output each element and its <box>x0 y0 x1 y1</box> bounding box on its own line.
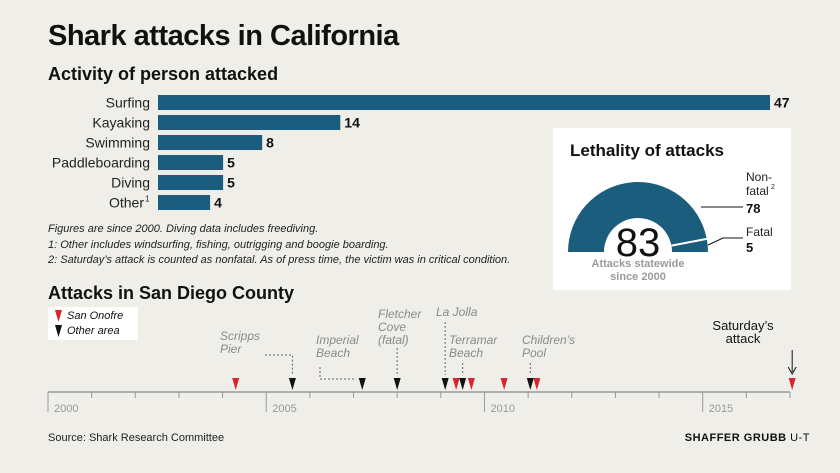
page-title: Shark attacks in California <box>48 20 399 52</box>
timeline-annotation: (fatal) <box>378 333 409 347</box>
timeline-annotation: Scripps <box>220 329 260 343</box>
attack-marker <box>441 378 449 390</box>
timeline-tick-label: 2010 <box>490 403 514 415</box>
timeline-tick-label: 2015 <box>709 403 733 415</box>
timeline-annotation: attack <box>726 331 761 346</box>
gauge-leader-line <box>707 237 743 246</box>
annotation-leader <box>265 354 293 375</box>
bar-value-label: 5 <box>227 175 235 191</box>
timeline-title: Attacks in San Diego County <box>48 283 295 303</box>
credit-org: U-T <box>790 432 810 444</box>
bar-category-label: Diving <box>111 175 150 191</box>
red-marker-icon <box>55 310 62 322</box>
bar <box>158 155 224 170</box>
bar <box>158 95 770 110</box>
gauge-slice-value: 5 <box>746 240 753 255</box>
attack-marker <box>288 378 296 390</box>
timeline-annotation: Children’s <box>522 333 575 347</box>
black-marker-icon <box>55 325 62 337</box>
timeline-annotation: Saturday’s <box>712 318 774 333</box>
bar <box>158 175 224 190</box>
gauge-slice-superscript: 2 <box>771 184 775 191</box>
credit-line: SHAFFER GRUBB U-T <box>685 432 810 444</box>
bar <box>158 115 341 130</box>
attack-marker <box>232 378 240 390</box>
attack-marker <box>533 378 541 390</box>
bar-category-superscript: 1 <box>145 195 150 204</box>
timeline-annotation: Imperial <box>316 333 359 347</box>
timeline-annotation: Cove <box>378 320 406 334</box>
bar-category-label: Paddleboarding <box>52 155 150 171</box>
bar-value-label: 5 <box>227 155 235 171</box>
bar-category-label: Other <box>109 195 144 211</box>
attack-marker <box>452 378 460 390</box>
timeline-annotation: Beach <box>316 346 350 360</box>
timeline-legend: San Onofre Other area <box>48 307 138 340</box>
bar-value-label: 4 <box>214 195 222 211</box>
legend-item-other-area: Other area <box>54 325 120 337</box>
legend-item-san-onofre: San Onofre <box>54 310 123 322</box>
note-line: Figures are since 2000. Diving data incl… <box>48 223 319 235</box>
note-line: 2: Saturday’s attack is counted as nonfa… <box>48 254 511 266</box>
attack-marker <box>459 378 467 390</box>
legend-label: Other area <box>67 325 120 337</box>
note-line: 1: Other includes windsurfing, fishing, … <box>48 238 389 251</box>
source-note: Source: Shark Research Committee <box>48 432 225 444</box>
gauge-slice-label: fatal <box>746 184 769 198</box>
gauge-slice-label: Non- <box>746 170 772 184</box>
gauge-title: Lethality of attacks <box>570 141 724 160</box>
timeline-annotation: Fletcher <box>378 307 422 321</box>
legend-label: San Onofre <box>67 310 124 322</box>
bar <box>158 135 263 150</box>
bar-chart-notes: Figures are since 2000. Diving data incl… <box>48 222 510 269</box>
timeline-annotation: Pool <box>522 346 546 360</box>
bar-value-label: 14 <box>344 115 360 131</box>
gauge-slice-value: 78 <box>746 201 760 216</box>
san-diego-timeline: 2000 2005 2010 2015ScrippsPierImperialBeach… <box>47 305 797 415</box>
gauge-slice-divider <box>671 237 707 247</box>
attack-marker <box>393 378 401 390</box>
timeline-tick-label: 2005 <box>272 403 296 415</box>
attack-marker <box>358 378 366 390</box>
bar-category-label: Kayaking <box>92 115 150 131</box>
bar-category-label: Surfing <box>106 95 150 111</box>
timeline-tick-label: 2000 <box>54 403 78 415</box>
bar-chart-title: Activity of person attacked <box>48 64 279 84</box>
timeline-annotation: La Jolla <box>436 305 478 319</box>
timeline-annotation: Beach <box>449 346 483 360</box>
gauge-slice-label: Fatal <box>746 225 773 239</box>
bar-value-label: 8 <box>266 135 274 151</box>
annotation-leader <box>319 367 357 380</box>
attack-marker <box>788 378 796 390</box>
bar <box>158 195 211 210</box>
attack-marker <box>467 378 475 390</box>
gauge-total-label: Attacks statewide <box>592 258 685 270</box>
bar-category-label: Swimming <box>85 135 150 151</box>
attack-marker <box>526 378 534 390</box>
credit-name: SHAFFER GRUBB <box>684 432 787 444</box>
lethality-panel: Lethality of attacks 83 Attacks statewide s… <box>553 128 791 290</box>
timeline-annotation: Terramar <box>449 333 498 347</box>
attack-marker <box>500 378 508 390</box>
gauge-total-label: since 2000 <box>610 271 666 283</box>
gauge-slice <box>671 238 708 252</box>
gauge-total: 83 <box>616 221 661 265</box>
timeline-annotation: Pier <box>220 342 242 356</box>
annotation-arrowhead <box>787 366 797 376</box>
gauge-slice <box>568 182 707 252</box>
bar-value-label: 47 <box>774 95 790 111</box>
